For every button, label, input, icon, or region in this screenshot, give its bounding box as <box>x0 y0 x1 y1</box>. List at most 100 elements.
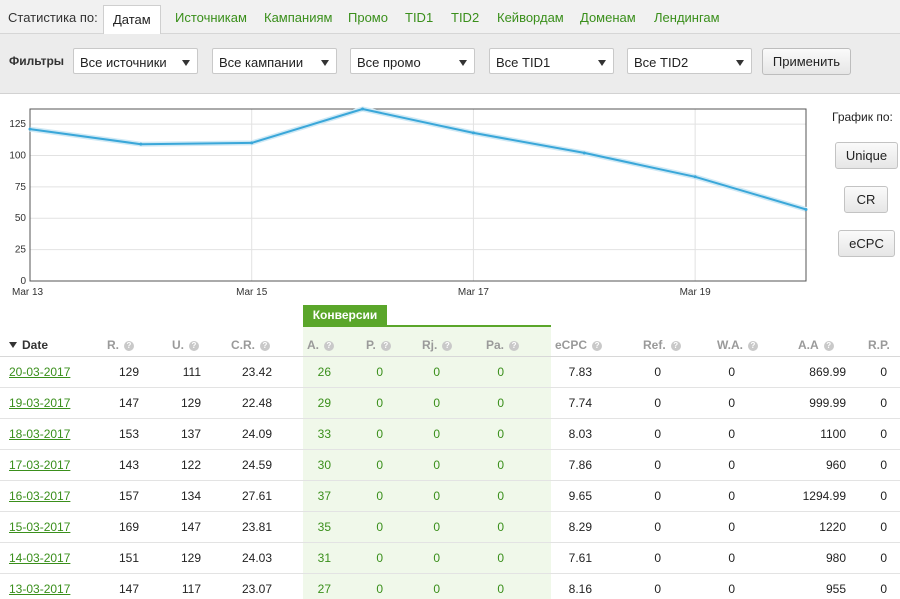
chevron-down-icon <box>598 60 606 66</box>
cell-wa: 0 <box>728 458 735 472</box>
cell-date[interactable]: 13-03-2017 <box>9 582 71 596</box>
col-header-cr[interactable]: C.R.? <box>231 338 270 352</box>
table-row: 18-03-2017 153 137 24.09 33 0 0 0 8.03 0 0 1100 0 <box>0 419 900 450</box>
tab-promo[interactable]: Промо <box>348 10 388 25</box>
col-header-u[interactable]: U.? <box>172 338 199 352</box>
info-icon[interactable]: ? <box>592 341 603 351</box>
promo-select[interactable]: Все промо <box>350 48 475 74</box>
source-select[interactable]: Все источники <box>73 48 198 74</box>
tab-tid2[interactable]: TID2 <box>451 10 480 25</box>
plot-area <box>29 108 807 282</box>
x-tick-label: Mar 17 <box>458 287 490 298</box>
chart-unique-button[interactable]: Unique <box>835 142 898 169</box>
tab-keywords[interactable]: Кейвордам <box>497 10 564 25</box>
tab-domains[interactable]: Доменам <box>580 10 636 25</box>
col-header-p[interactable]: P.? <box>366 338 391 352</box>
cell-rp: 0 <box>880 396 887 410</box>
cell-date[interactable]: 19-03-2017 <box>9 396 71 410</box>
cell-ecpc: 9.65 <box>568 489 592 503</box>
cell-date[interactable]: 16-03-2017 <box>9 489 71 503</box>
cell-rp: 0 <box>880 489 887 503</box>
cell-date[interactable]: 17-03-2017 <box>9 458 71 472</box>
cell-ref: 0 <box>654 427 661 441</box>
y-tick-label: 25 <box>15 245 27 256</box>
series-point <box>139 142 143 146</box>
cell-wa: 0 <box>728 551 735 565</box>
cell-cr: 23.42 <box>241 365 272 379</box>
cell-p: 0 <box>376 582 383 596</box>
cell-wa: 0 <box>728 365 735 379</box>
campaign-select-value: Все кампании <box>219 55 304 70</box>
cell-date[interactable]: 20-03-2017 <box>9 365 71 379</box>
stats-by-label: Статистика по: <box>8 10 98 25</box>
info-icon[interactable]: ? <box>823 341 834 351</box>
col-header-wa[interactable]: W.A.? <box>717 338 758 352</box>
series-point <box>804 207 808 211</box>
cell-rp: 0 <box>880 582 887 596</box>
series-point <box>693 175 697 179</box>
cell-u: 117 <box>181 582 201 596</box>
cell-ecpc: 7.83 <box>568 365 592 379</box>
col-header-rp[interactable]: R.P. <box>868 338 890 352</box>
cell-ref: 0 <box>654 551 661 565</box>
plot-border <box>29 108 807 282</box>
cell-p: 0 <box>376 489 383 503</box>
info-icon[interactable]: ? <box>509 341 520 351</box>
cell-rj: 0 <box>433 582 440 596</box>
cell-r: 169 <box>118 520 139 534</box>
conversions-group-line <box>303 325 551 327</box>
cell-p: 0 <box>376 365 383 379</box>
tab-campaigns[interactable]: Кампаниям <box>264 10 333 25</box>
cell-date[interactable]: 14-03-2017 <box>9 551 71 565</box>
apply-button[interactable]: Применить <box>762 48 851 75</box>
info-icon[interactable]: ? <box>260 341 270 351</box>
tid2-select[interactable]: Все TID2 <box>627 48 752 74</box>
tid2-select-value: Все TID2 <box>634 55 689 70</box>
col-header-rj[interactable]: Rj.? <box>422 338 453 352</box>
info-icon[interactable]: ? <box>189 341 199 351</box>
cell-ecpc: 7.61 <box>568 551 592 565</box>
tab-dates[interactable]: Датам <box>103 5 161 35</box>
tab-tid1[interactable]: TID1 <box>405 10 434 25</box>
cell-ref: 0 <box>654 582 661 596</box>
chart-by-label: График по: <box>832 110 893 124</box>
cell-a: 37 <box>317 489 331 503</box>
col-header-a[interactable]: A.? <box>307 338 334 352</box>
col-header-r[interactable]: R.? <box>107 338 134 352</box>
tab-sources[interactable]: Источникам <box>175 10 247 25</box>
info-icon[interactable]: ? <box>124 341 134 351</box>
info-icon[interactable]: ? <box>324 341 334 351</box>
cell-r: 157 <box>118 489 139 503</box>
tid1-select[interactable]: Все TID1 <box>489 48 614 74</box>
info-icon[interactable]: ? <box>748 341 758 351</box>
cell-aa: 960 <box>825 458 846 472</box>
col-header-pa[interactable]: Pa.? <box>486 338 520 352</box>
chart-cr-button[interactable]: CR <box>844 186 888 213</box>
y-tick-label: 50 <box>15 213 27 224</box>
cell-u: 129 <box>180 396 201 410</box>
cell-date[interactable]: 18-03-2017 <box>9 427 71 441</box>
cell-r: 153 <box>118 427 139 441</box>
info-icon[interactable]: ? <box>380 341 391 351</box>
series-point <box>28 127 32 131</box>
col-header-ecpc[interactable]: eCPC? <box>555 338 603 352</box>
cell-aa: 869.99 <box>809 365 846 379</box>
chevron-down-icon <box>736 60 744 66</box>
cell-ecpc: 8.29 <box>568 520 592 534</box>
cell-cr: 22.48 <box>241 396 272 410</box>
info-icon[interactable]: ? <box>670 341 681 351</box>
series-point <box>250 141 254 145</box>
cell-pa: 0 <box>497 365 504 379</box>
chart-ecpc-button[interactable]: eCPC <box>838 230 895 257</box>
campaign-select[interactable]: Все кампании <box>212 48 337 74</box>
cell-date[interactable]: 15-03-2017 <box>9 520 71 534</box>
tab-landings[interactable]: Лендингам <box>654 10 720 25</box>
col-header-date[interactable]: Date <box>9 338 48 352</box>
cell-rp: 0 <box>880 458 887 472</box>
chevron-down-icon <box>459 60 467 66</box>
cell-p: 0 <box>376 427 383 441</box>
col-header-aa[interactable]: A.A? <box>798 338 834 352</box>
info-icon[interactable]: ? <box>442 341 453 351</box>
col-header-ref[interactable]: Ref.? <box>643 338 681 352</box>
table-row: 15-03-2017 169 147 23.81 35 0 0 0 8.29 0 0 1220 0 <box>0 512 900 543</box>
